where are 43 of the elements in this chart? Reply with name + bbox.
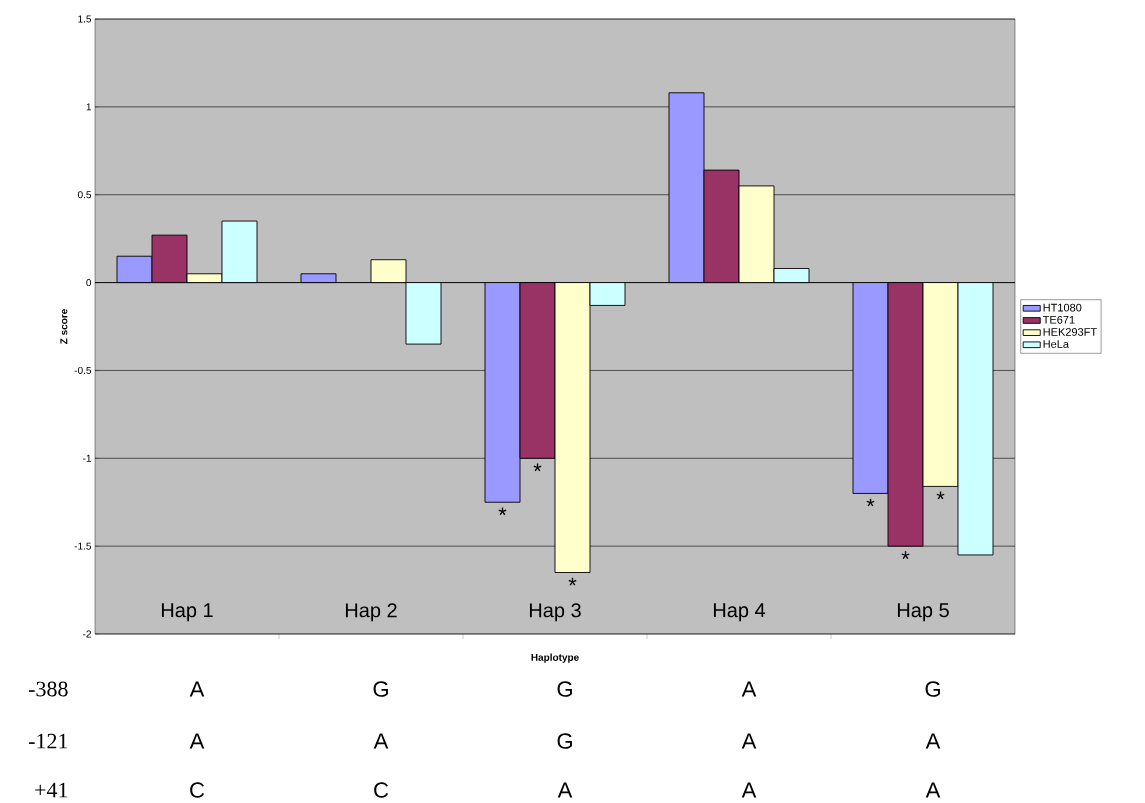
x-tick-label: Hap 1 [161,603,213,622]
legend-label: TE671 [1042,315,1075,324]
y-tick-label: -1 [83,454,91,462]
text: A [741,733,757,749]
text: G [557,681,572,697]
annotation: * [533,463,542,472]
x-tick-label: Hap 2 [345,603,397,622]
legend-label: HT1080 [1043,303,1082,312]
text: G [925,681,940,697]
y-tick-label: -1.5 [74,542,92,550]
text: G [557,733,572,749]
y-tick-label: 0 [86,279,92,287]
y-axis-title: Z score [60,309,68,344]
annotation: * [936,491,945,500]
y-tick-label: 0.5 [77,191,92,199]
text: -121 [28,733,68,749]
text: G [373,681,388,697]
x-tick-label: Hap 4 [713,603,766,622]
text: A [557,782,573,798]
annotation: * [901,551,910,560]
y-tick-label: -0.5 [74,366,92,374]
text: A [741,681,757,697]
y-tick-label: -2 [83,630,91,638]
legend-label: HeLa [1043,340,1069,348]
x-tick-label: Hap 3 [529,603,581,622]
x-tick-label: Hap 5 [897,603,949,622]
text: A [741,782,757,798]
y-tick-label: 1 [86,103,91,111]
text: A [373,733,389,749]
text: A [189,733,205,749]
annotation: * [498,507,507,516]
text: +41 [35,782,68,798]
legend-label: HEK293FT [1043,328,1097,336]
x-axis-title: Haplotype [531,653,579,663]
annotation: * [866,498,875,507]
annotation: * [568,577,577,586]
y-tick-label: 1.5 [78,15,92,23]
text: A [925,733,941,749]
text: C [190,782,205,798]
text: A [925,782,941,798]
text: -388 [28,681,68,697]
text: A [189,681,205,697]
text: C [374,782,389,798]
